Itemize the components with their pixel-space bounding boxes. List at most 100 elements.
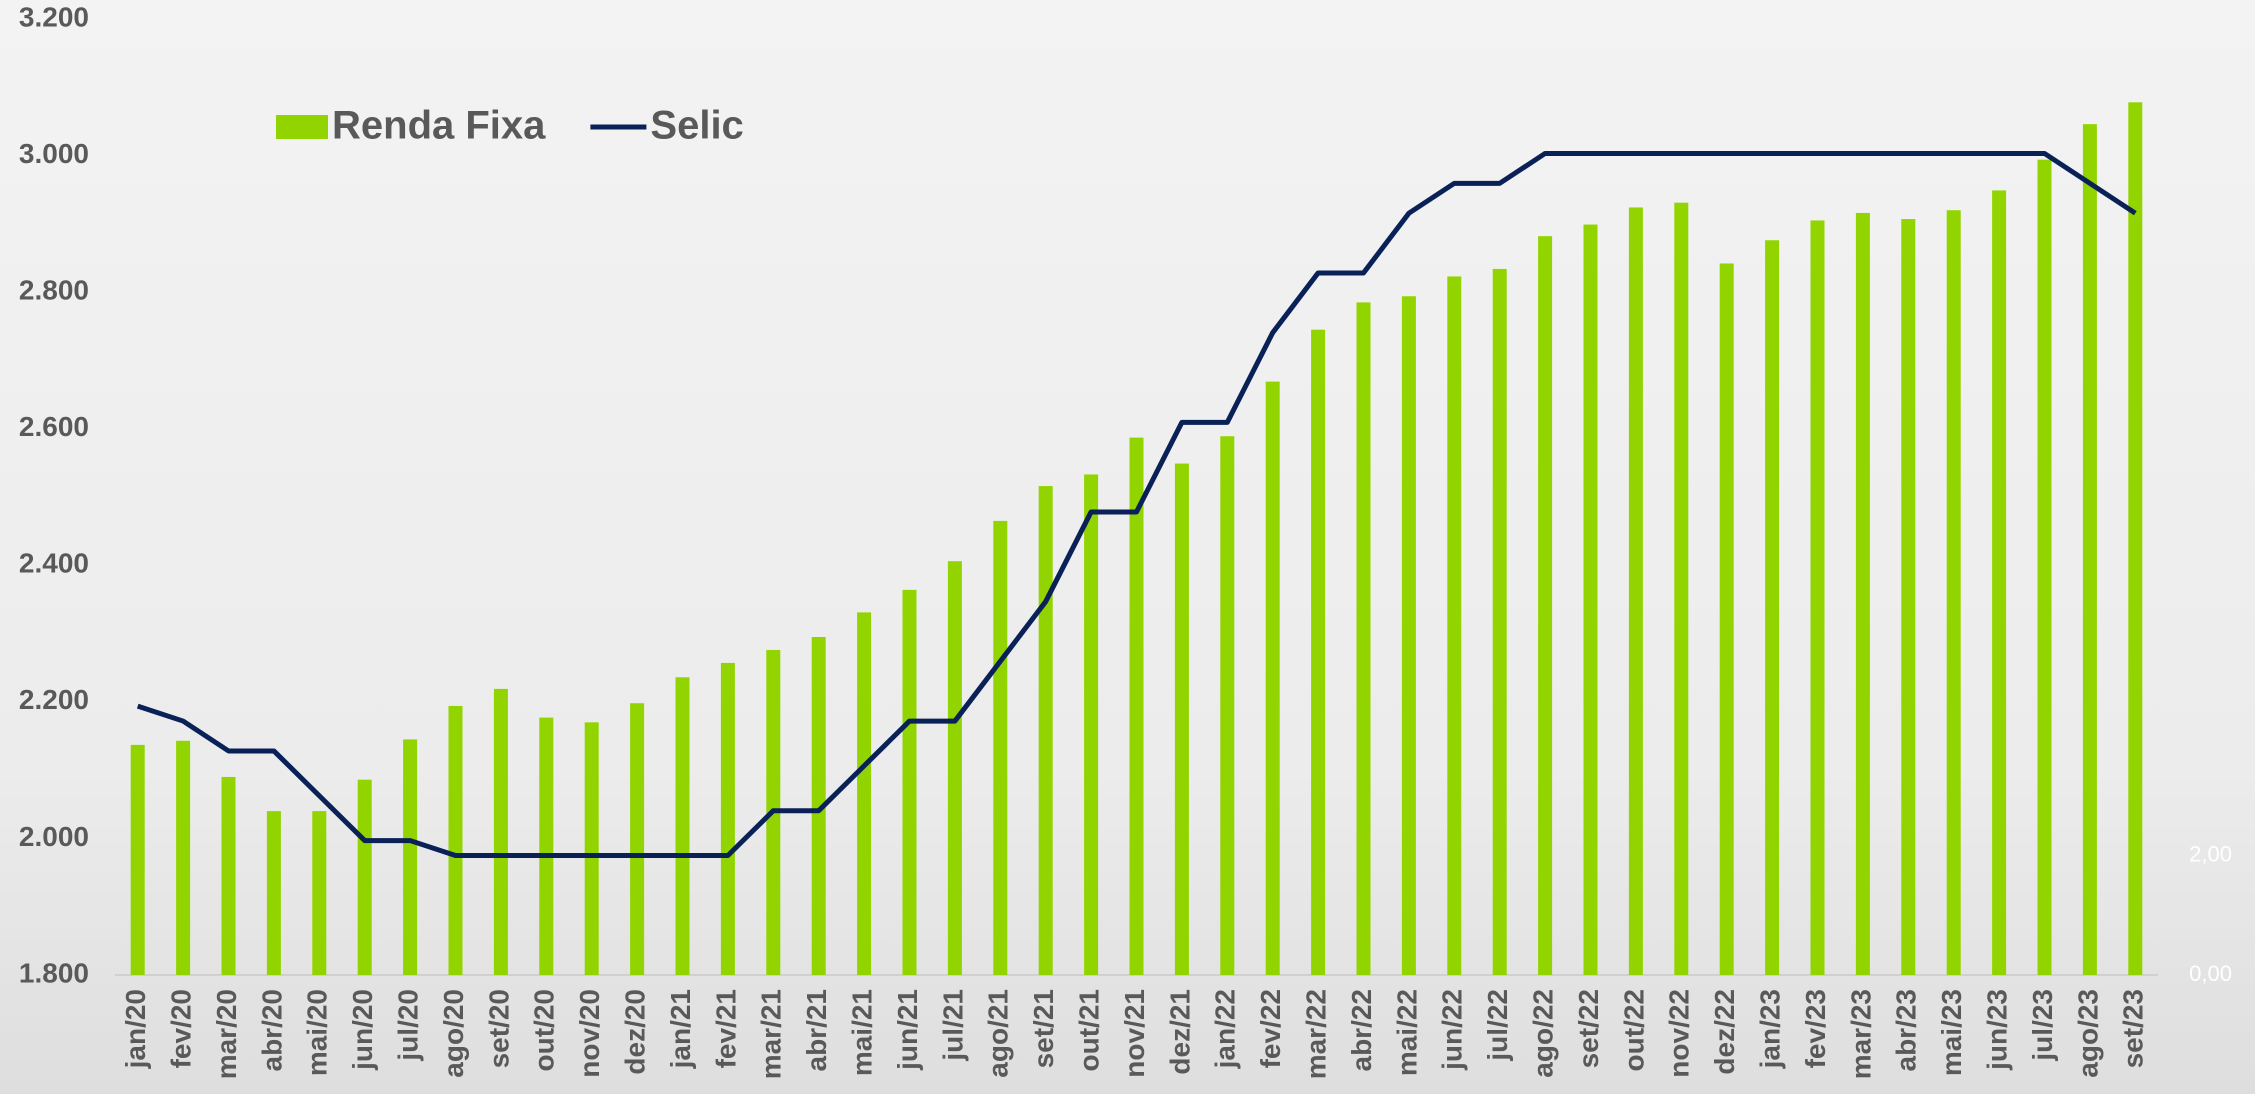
x-tick-label: ago/23 — [2072, 989, 2103, 1078]
x-tick-label: jul/23 — [2027, 989, 2058, 1062]
bar — [630, 703, 645, 975]
bar — [1447, 276, 1462, 975]
bar — [1901, 219, 1916, 975]
bar — [176, 740, 191, 975]
bar — [493, 688, 508, 975]
x-tick-label: jun/23 — [1981, 989, 2012, 1071]
x-tick-label: out/22 — [1618, 989, 1649, 1071]
bar — [2128, 102, 2143, 975]
x-tick-label: jun/21 — [892, 989, 923, 1071]
bar — [993, 520, 1008, 975]
x-tick-label: fev/23 — [1800, 989, 1831, 1068]
bar — [266, 811, 281, 975]
bar — [1946, 210, 1961, 975]
x-tick-label: jan/22 — [1210, 989, 1241, 1069]
x-tick-label: dez/21 — [1164, 989, 1195, 1075]
x-tick-label: out/20 — [529, 989, 560, 1071]
bar — [1265, 381, 1280, 975]
x-tick-label: jan/21 — [665, 989, 696, 1069]
bar — [357, 779, 372, 975]
x-tick-label: fev/22 — [1255, 989, 1286, 1068]
bar — [1084, 474, 1099, 975]
bar — [130, 744, 145, 975]
bar — [720, 662, 735, 975]
y2-tick-label: 2,00 — [2189, 841, 2232, 866]
x-tick-label: mar/22 — [1300, 989, 1331, 1079]
x-tick-label: jan/23 — [1754, 989, 1785, 1069]
legend-swatch — [276, 115, 328, 139]
bar — [1311, 329, 1326, 975]
bar — [2082, 124, 2097, 975]
bar — [448, 705, 463, 975]
x-tick-label: set/21 — [1028, 989, 1059, 1068]
bar — [403, 739, 418, 975]
x-tick-label: jul/20 — [392, 989, 423, 1062]
x-tick-label: mai/21 — [846, 989, 877, 1076]
x-tick-label: dez/20 — [619, 989, 650, 1075]
x-tick-label: nov/22 — [1664, 989, 1695, 1078]
y-tick-label: 2.400 — [19, 548, 89, 579]
bar — [1401, 296, 1416, 975]
bar — [1628, 207, 1643, 975]
bar — [1765, 240, 1780, 975]
x-tick-label: mai/23 — [1936, 989, 1967, 1076]
x-tick-label: set/23 — [2118, 989, 2149, 1068]
x-tick-label: mai/20 — [302, 989, 333, 1076]
legend-label: Renda Fixa — [332, 104, 546, 148]
bar — [1810, 220, 1825, 975]
x-tick-label: mar/21 — [756, 989, 787, 1079]
legend-label: Selic — [650, 104, 743, 148]
x-tick-label: jul/22 — [1482, 989, 1513, 1062]
x-tick-label: mar/23 — [1845, 989, 1876, 1079]
x-tick-label: jan/20 — [120, 989, 151, 1069]
bar — [1356, 302, 1371, 975]
x-tick-label: fev/21 — [710, 989, 741, 1068]
x-tick-label: ago/20 — [438, 989, 469, 1078]
y-tick-label: 3.000 — [19, 138, 89, 169]
bar — [811, 636, 826, 975]
x-tick-label: abr/20 — [256, 989, 287, 1072]
y-tick-label: 3.200 — [19, 1, 89, 32]
x-tick-label: mar/20 — [211, 989, 242, 1079]
bar — [312, 811, 327, 975]
x-tick-label: out/21 — [1073, 989, 1104, 1071]
bar — [1992, 190, 2007, 975]
bar — [857, 612, 872, 975]
bar — [1174, 463, 1189, 975]
bar — [221, 776, 236, 975]
bar — [1492, 268, 1507, 975]
bar — [1674, 202, 1689, 975]
y2-tick-label: 0,00 — [2189, 961, 2232, 986]
bar — [1220, 436, 1235, 975]
x-tick-label: nov/20 — [574, 989, 605, 1078]
x-tick-label: abr/21 — [801, 989, 832, 1072]
y-tick-label: 2.000 — [19, 821, 89, 852]
bar — [1719, 263, 1734, 975]
x-tick-label: jun/20 — [347, 989, 378, 1071]
y-tick-label: 2.600 — [19, 411, 89, 442]
x-tick-label: dez/22 — [1709, 989, 1740, 1075]
x-tick-label: fev/20 — [165, 989, 196, 1068]
bar — [584, 722, 599, 975]
bar — [947, 561, 962, 975]
bar — [1583, 224, 1598, 976]
line — [136, 150, 2137, 858]
x-tick-label: mai/22 — [1391, 989, 1422, 1076]
x-tick-label: jul/21 — [937, 989, 968, 1062]
bar — [902, 589, 917, 975]
x-tick-label: nov/21 — [1119, 989, 1150, 1078]
y-tick-label: 2.200 — [19, 684, 89, 715]
x-tick-label: set/20 — [483, 989, 514, 1068]
x-tick-label: jun/22 — [1437, 989, 1468, 1071]
x-tick-label: ago/22 — [1527, 989, 1558, 1078]
x-tick-label: ago/21 — [983, 989, 1014, 1078]
bar — [539, 717, 554, 975]
bar — [2037, 159, 2052, 975]
y-tick-label: 2.800 — [19, 275, 89, 306]
y-tick-label: 1.800 — [19, 957, 89, 988]
bar — [1038, 486, 1053, 975]
x-tick-label: set/22 — [1573, 989, 1604, 1068]
bar — [1855, 212, 1870, 976]
